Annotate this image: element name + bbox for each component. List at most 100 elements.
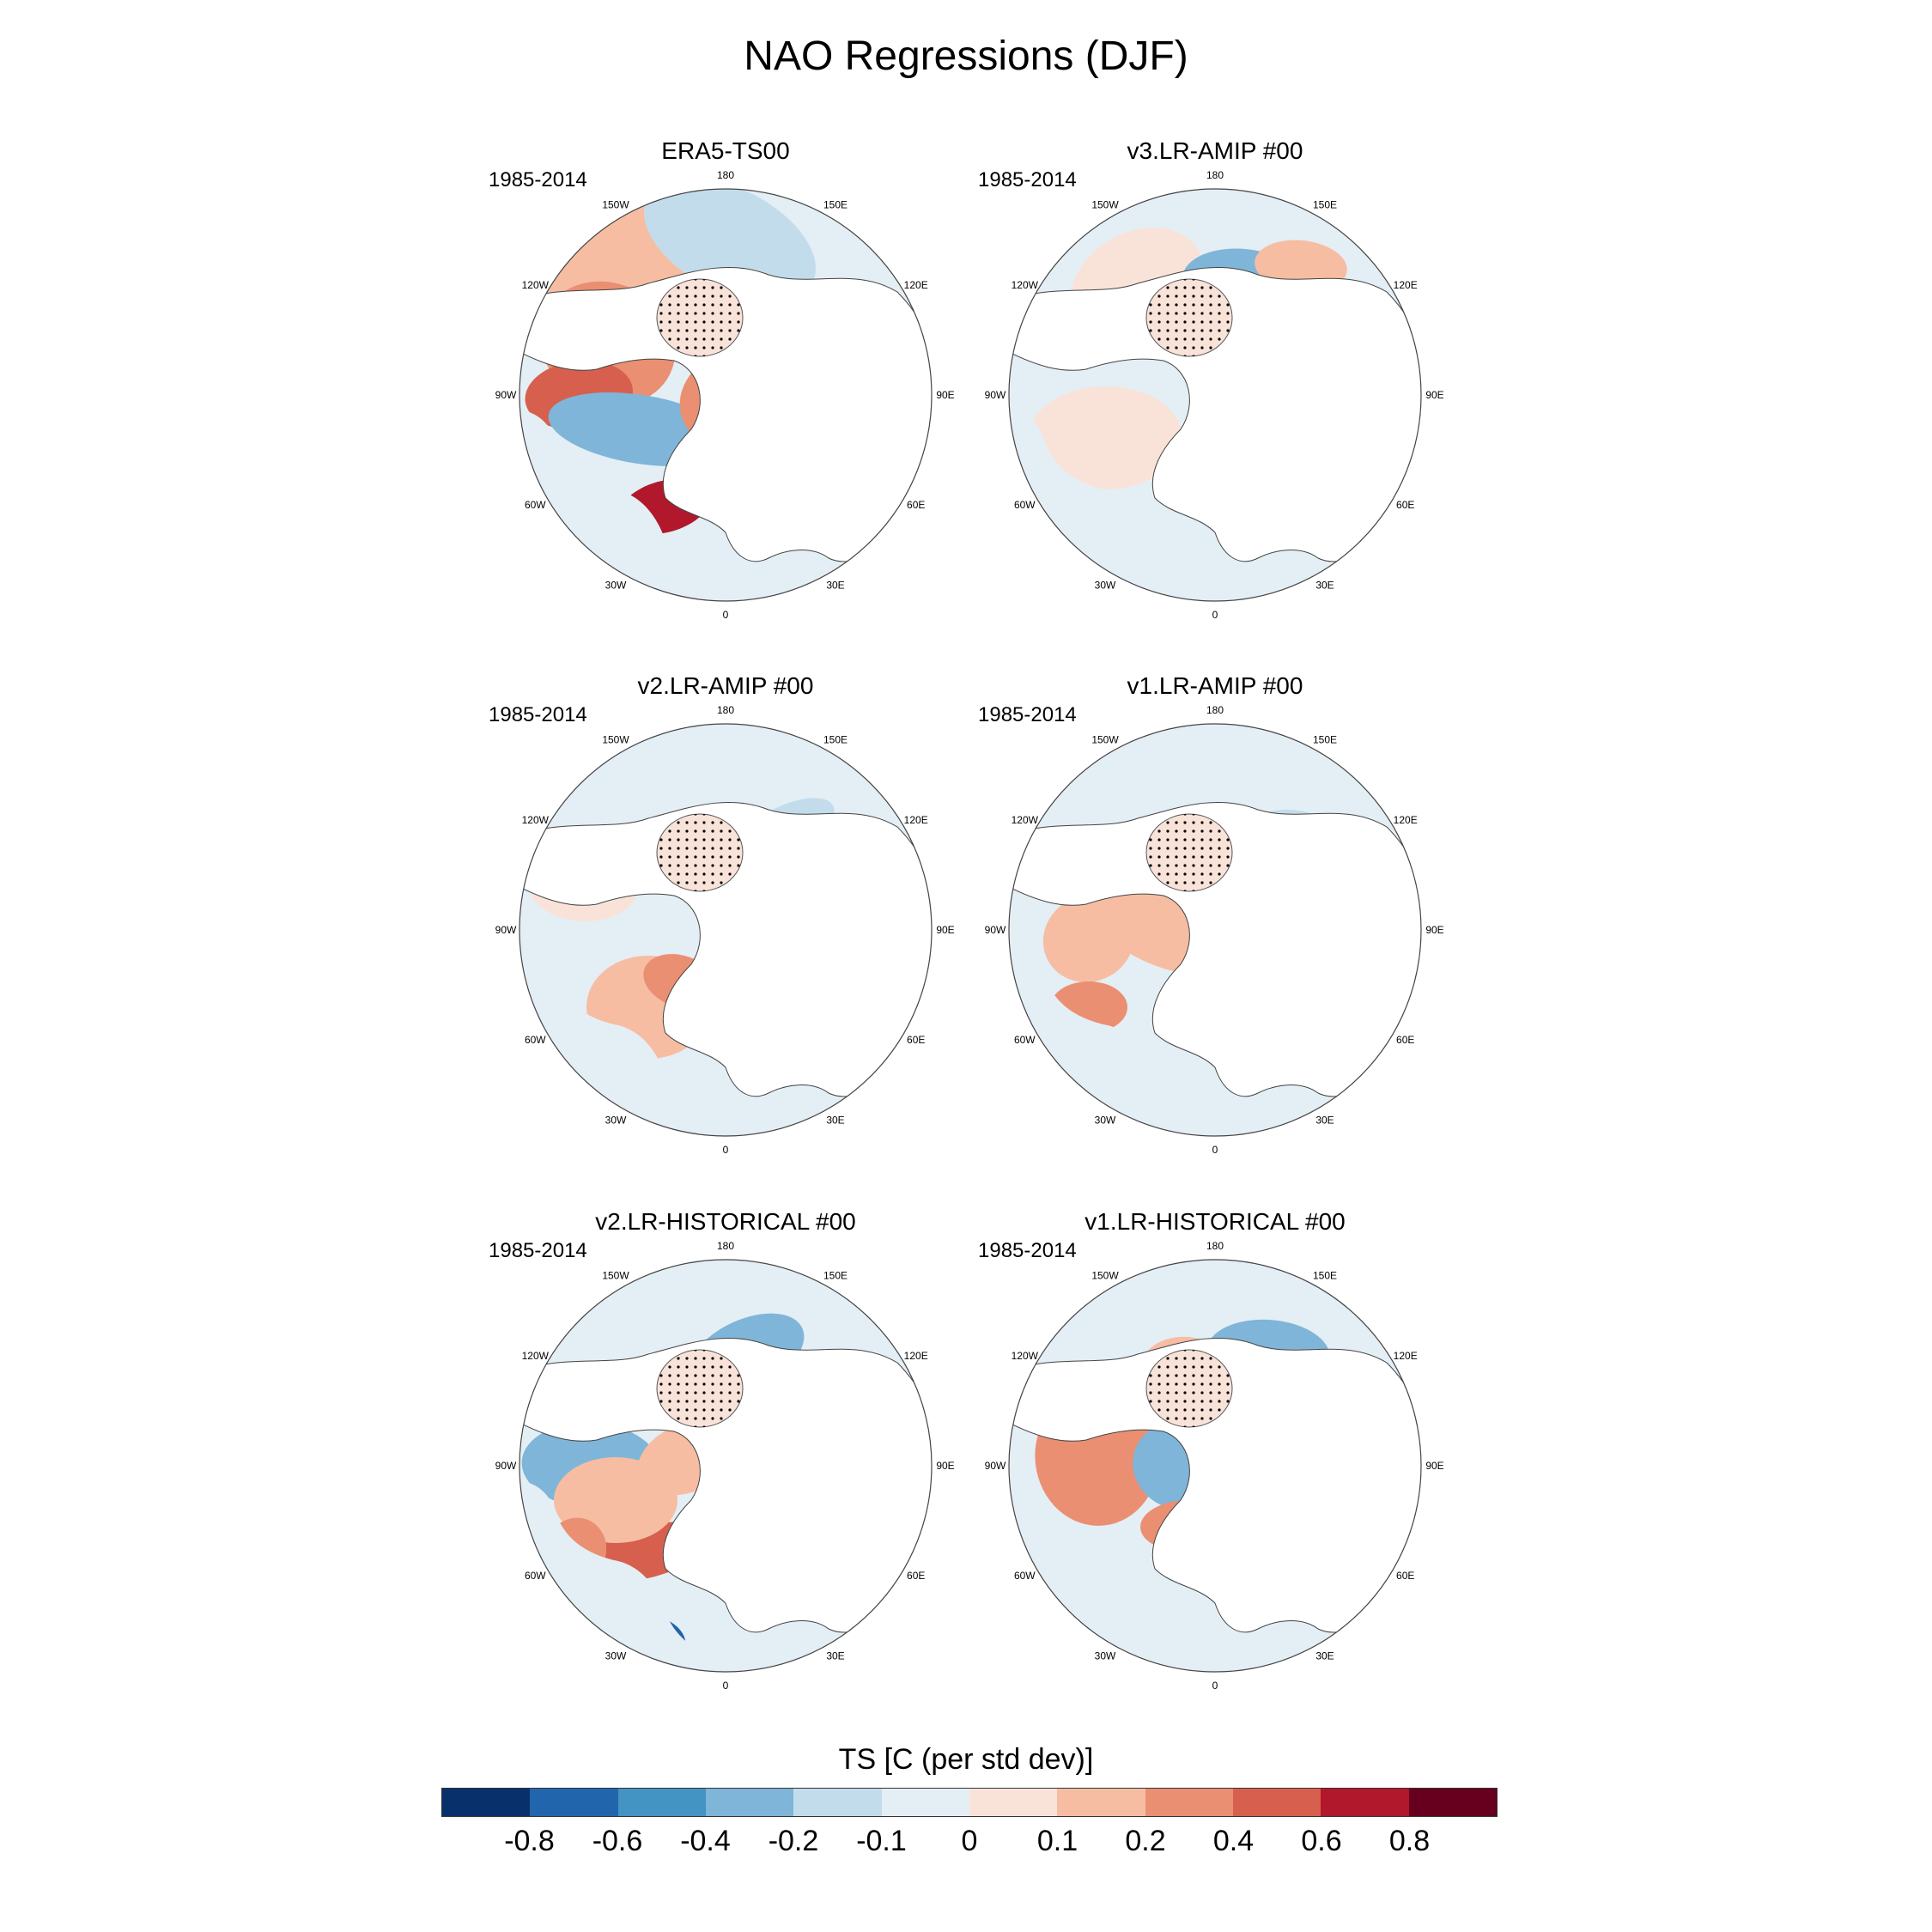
longitude-label: 120W — [1012, 814, 1039, 826]
colorbar-swatch — [705, 1789, 794, 1816]
panel-period: 1985-2014 — [489, 703, 587, 726]
longitude-label: 120W — [522, 279, 550, 291]
longitude-label: 90E — [1425, 1460, 1443, 1472]
longitude-label: 30E — [1315, 1115, 1334, 1127]
longitude-label: 180 — [717, 169, 734, 181]
colorbar-swatch — [881, 1789, 969, 1816]
colorbar-swatch — [1145, 1789, 1233, 1816]
longitude-label: 0 — [1212, 1144, 1218, 1156]
colorbar-tick-label: 0.6 — [1301, 1825, 1342, 1857]
colorbar-tick-label: -0.2 — [768, 1825, 819, 1857]
colorbar-swatch — [1057, 1789, 1145, 1816]
colorbar-swatch — [617, 1789, 706, 1816]
longitude-label: 120E — [904, 279, 928, 291]
longitude-label: 30W — [605, 1650, 627, 1662]
map-panel-v2-amip: v2.LR-AMIP #00 1985-2014 180 150E 120E 90E 6… — [485, 672, 966, 1170]
map-panel-era5: ERA5-TS00 1985-2014 180 150E 120E 90E 60E 30E… — [485, 137, 966, 635]
longitude-label: 30W — [1095, 580, 1116, 592]
longitude-label: 150E — [823, 198, 848, 210]
landmass — [519, 266, 932, 562]
longitude-label: 90W — [495, 924, 517, 936]
longitude-label: 150W — [1091, 1269, 1119, 1281]
longitude-label: 60W — [1014, 1570, 1036, 1582]
longitude-label: 150E — [1313, 198, 1337, 210]
longitude-label: 30W — [1095, 1115, 1116, 1127]
colorbar-tick-label: -0.1 — [856, 1825, 907, 1857]
longitude-label: 90W — [495, 389, 517, 401]
map-boundary — [1008, 1259, 1422, 1673]
map-panel-v3-amip: v3.LR-AMIP #00 1985-2014 180 150E 120E 90E 6… — [975, 137, 1455, 635]
longitude-label: 120W — [1012, 1350, 1039, 1362]
longitude-label: 90W — [985, 924, 1006, 936]
longitude-label: 60E — [907, 1570, 925, 1582]
longitude-label: 60E — [907, 1034, 925, 1046]
longitude-label: 90E — [936, 924, 954, 936]
polar-map: 180 150E 120E 90E 60E 30E 0 30W 60W 90W 120W 150W — [495, 169, 955, 621]
longitude-label: 0 — [723, 609, 729, 621]
panel-title: v2.LR-AMIP #00 — [637, 672, 814, 699]
longitude-label: 180 — [717, 704, 734, 716]
longitude-label: 60W — [525, 499, 546, 511]
panel-period: 1985-2014 — [489, 1239, 587, 1262]
longitude-label: 120E — [1394, 814, 1418, 826]
panel-period: 1985-2014 — [489, 168, 587, 191]
longitude-label: 120E — [1394, 1350, 1418, 1362]
longitude-label: 180 — [1206, 1240, 1224, 1252]
polar-map: 180 150E 120E 90E 60E 30E 0 30W 60W 90W 120W 150W — [495, 704, 955, 1156]
polar-map: 180 150E 120E 90E 60E 30E 0 30W 60W 90W 120W 150W — [985, 704, 1444, 1156]
longitude-label: 90E — [1425, 389, 1443, 401]
longitude-label: 120W — [522, 1350, 550, 1362]
longitude-label: 90W — [985, 1460, 1006, 1472]
landmass — [519, 801, 932, 1097]
longitude-label: 30E — [1315, 1650, 1334, 1662]
map-panel-v2-historical: v2.LR-HISTORICAL #00 1985-2014 180 150E 12… — [485, 1208, 966, 1706]
longitude-label: 150W — [1091, 198, 1119, 210]
longitude-label: 180 — [1206, 704, 1224, 716]
panel-title: v1.LR-AMIP #00 — [1127, 672, 1303, 699]
panel-title: v1.LR-HISTORICAL #00 — [1084, 1208, 1346, 1235]
landmass — [1009, 266, 1421, 562]
colorbar — [441, 1788, 1498, 1817]
longitude-label: 120E — [1394, 279, 1418, 291]
longitude-label: 120W — [1012, 279, 1039, 291]
colorbar-swatch — [793, 1789, 882, 1816]
colorbar-tick-label: -0.6 — [592, 1825, 643, 1857]
longitude-label: 150W — [602, 1269, 629, 1281]
colorbar-tick-label: 0 — [961, 1825, 978, 1857]
longitude-label: 90W — [495, 1460, 517, 1472]
longitude-label: 30W — [605, 1115, 627, 1127]
longitude-label: 90W — [985, 389, 1006, 401]
colorbar-swatch — [969, 1789, 1058, 1816]
longitude-label: 60W — [525, 1570, 546, 1582]
longitude-label: 150E — [1313, 1269, 1337, 1281]
colorbar-swatch — [442, 1789, 531, 1816]
longitude-label: 60E — [1396, 499, 1414, 511]
colorbar-tick-label: -0.8 — [504, 1825, 555, 1857]
colorbar-tick-label: -0.4 — [680, 1825, 731, 1857]
panel-title: ERA5-TS00 — [661, 137, 790, 164]
significance-stipple — [657, 279, 743, 356]
landmass — [1009, 1337, 1421, 1633]
map-panel-v1-historical: v1.LR-HISTORICAL #00 1985-2014 180 150E 12… — [975, 1208, 1455, 1706]
longitude-label: 120W — [522, 814, 550, 826]
colorbar-swatch — [1232, 1789, 1321, 1816]
longitude-label: 30E — [1315, 580, 1334, 592]
colorbar-tick-label: 0.4 — [1212, 1825, 1255, 1857]
longitude-label: 30E — [826, 1115, 844, 1127]
polar-map: 180 150E 120E 90E 60E 30E 0 30W 60W 90W 120W 150W — [985, 169, 1444, 621]
longitude-label: 180 — [1206, 169, 1224, 181]
longitude-label: 90E — [936, 389, 954, 401]
colorbar-swatch — [1408, 1789, 1497, 1816]
longitude-label: 30E — [826, 580, 844, 592]
map-boundary — [519, 188, 933, 602]
longitude-label: 60W — [1014, 499, 1036, 511]
longitude-label: 150W — [602, 198, 629, 210]
longitude-label: 30E — [826, 1650, 844, 1662]
panel-title: v2.LR-HISTORICAL #00 — [595, 1208, 856, 1235]
longitude-label: 150W — [602, 733, 629, 745]
anomaly-region — [643, 189, 817, 303]
polar-map: 180 150E 120E 90E 60E 30E 0 30W 60W 90W 120W 150W — [985, 1240, 1444, 1692]
significance-stipple — [1146, 814, 1232, 891]
significance-stipple — [657, 814, 743, 891]
significance-stipple — [657, 1350, 743, 1427]
